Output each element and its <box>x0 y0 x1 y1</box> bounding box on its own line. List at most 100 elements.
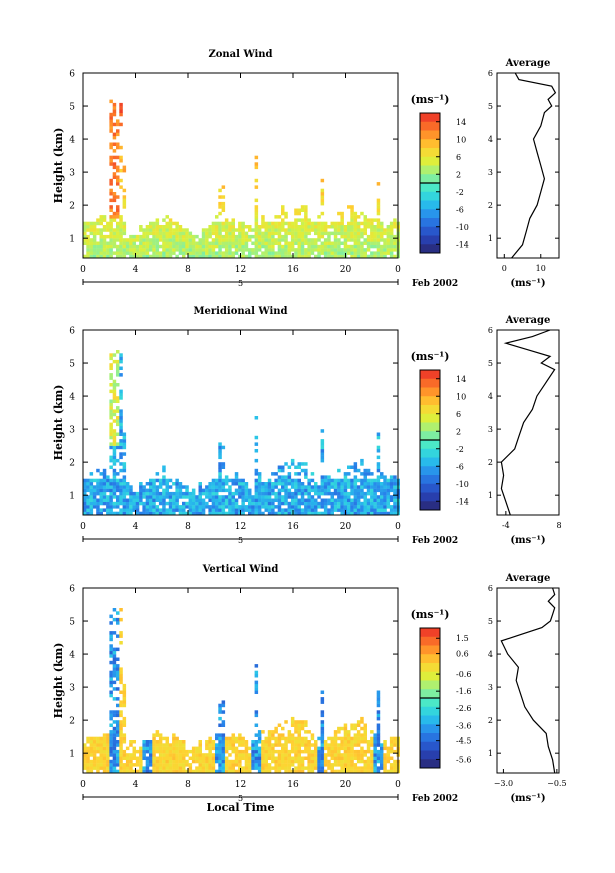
heatmap-cell <box>228 234 232 239</box>
heatmap-cell <box>122 733 127 737</box>
heatmap-cell <box>182 254 186 259</box>
heatmap-cell <box>264 225 268 229</box>
heatmap-cell <box>102 495 107 499</box>
heatmap-cell <box>314 759 318 764</box>
colorbar-segment <box>420 148 440 158</box>
heatmap-cell <box>228 736 232 741</box>
heatmap-cell <box>267 238 272 242</box>
heatmap-cell <box>254 416 259 420</box>
heatmap-cell <box>307 511 311 516</box>
heatmap-cell <box>248 501 252 506</box>
heatmap-cell <box>122 723 127 727</box>
heatmap-cell <box>122 766 127 770</box>
heatmap-cell <box>356 511 361 516</box>
heatmap-cell <box>185 228 189 232</box>
heatmap-cell <box>228 759 232 764</box>
heatmap-cell <box>254 498 259 502</box>
heatmap-cell <box>238 740 242 744</box>
heatmap-cell <box>290 740 295 744</box>
heatmap-cell <box>281 495 285 499</box>
heatmap-cell <box>373 218 377 222</box>
heatmap-cell <box>267 234 272 239</box>
heatmap-cell <box>96 759 100 764</box>
heatmap-cell <box>83 238 87 242</box>
heatmap-cell <box>360 733 364 737</box>
heatmap-cell <box>267 740 272 744</box>
heatmap-cell <box>224 511 229 516</box>
heatmap-cell <box>386 491 391 496</box>
heatmap-cell <box>340 740 344 744</box>
heatmap-cell <box>188 498 193 502</box>
heatmap-cell <box>330 254 334 259</box>
heatmap-cell <box>106 488 110 493</box>
heatmap-cell <box>234 769 239 774</box>
heatmap-cell <box>109 205 113 209</box>
heatmap-cell <box>178 763 183 767</box>
heatmap-cell <box>158 491 163 496</box>
colorbar-segment <box>420 191 440 201</box>
heatmap-cell <box>287 478 292 483</box>
heatmap-cell <box>119 468 123 473</box>
heatmap-cell <box>287 766 292 770</box>
heatmap-cell <box>132 234 136 239</box>
heatmap-cell <box>182 508 186 512</box>
heatmap-cell <box>340 726 344 731</box>
heatmap-cell <box>89 225 94 229</box>
heatmap-cell <box>317 769 321 774</box>
heatmap-cell <box>360 736 364 741</box>
heatmap-cell <box>343 475 348 479</box>
heatmap-cell <box>135 234 140 239</box>
heatmap-cell <box>221 720 226 724</box>
heatmap-cell <box>109 674 113 678</box>
heatmap-cell <box>294 218 298 222</box>
heatmap-cell <box>360 234 364 239</box>
heatmap-cell <box>109 99 113 104</box>
heatmap-cell <box>320 740 325 744</box>
heatmap-cell <box>241 753 245 757</box>
heatmap-cell <box>162 511 166 516</box>
heatmap-cell <box>162 228 166 232</box>
heatmap-cell <box>274 769 278 774</box>
heatmap-cell <box>393 491 397 496</box>
heatmap-cell <box>264 251 268 255</box>
heatmap-cell <box>350 501 354 506</box>
heatmap-cell <box>314 749 318 754</box>
heatmap-cell <box>83 221 87 226</box>
heatmap-cell <box>393 495 397 499</box>
heatmap-cell <box>370 749 374 754</box>
heatmap-cell <box>287 508 292 512</box>
heatmap-cell <box>337 491 341 496</box>
heatmap-cell <box>119 495 123 499</box>
heatmap-cell <box>376 710 381 714</box>
colorbar-segment <box>420 680 440 690</box>
heatmap-cell <box>208 769 212 774</box>
heatmap-cell <box>304 508 308 512</box>
heatmap-cell <box>221 766 226 770</box>
heatmap-cell <box>129 501 133 506</box>
heatmap-cell <box>198 248 202 252</box>
heatmap-cell <box>393 740 397 744</box>
heatmap-cell <box>109 231 113 236</box>
heatmap-cell <box>274 495 278 499</box>
heatmap-cell <box>297 465 301 469</box>
heatmap-cell <box>218 452 222 456</box>
heatmap-cell <box>201 756 206 760</box>
heatmap-cell <box>327 248 331 252</box>
heatmap-cell <box>294 759 298 764</box>
heatmap-cell <box>109 769 113 774</box>
heatmap-cell <box>116 119 120 123</box>
heatmap-cell <box>254 485 259 489</box>
heatmap-cell <box>116 740 120 744</box>
heatmap-cell <box>211 488 216 493</box>
heatmap-cell <box>172 756 176 760</box>
heatmap-cell <box>191 753 196 757</box>
heatmap-cell <box>366 769 371 774</box>
heatmap-cell <box>112 238 117 242</box>
heatmap-cell <box>162 743 166 747</box>
heatmap-cell <box>244 231 249 236</box>
heatmap-cell <box>215 221 219 226</box>
heatmap-cell <box>152 736 156 741</box>
heatmap-cell <box>155 251 160 255</box>
heatmap-cell <box>234 740 239 744</box>
heatmap-cell <box>119 234 123 239</box>
